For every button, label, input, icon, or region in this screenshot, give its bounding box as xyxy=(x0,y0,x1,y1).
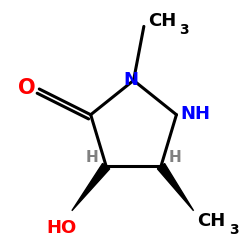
Text: 3: 3 xyxy=(229,222,239,236)
Text: H: H xyxy=(168,150,181,165)
Text: CH: CH xyxy=(148,12,176,30)
Text: H: H xyxy=(86,150,99,165)
Text: HO: HO xyxy=(46,219,77,237)
Text: CH: CH xyxy=(198,212,226,230)
Text: O: O xyxy=(18,78,36,98)
Text: 3: 3 xyxy=(179,23,189,37)
Text: NH: NH xyxy=(180,105,210,123)
Text: N: N xyxy=(124,70,138,88)
Polygon shape xyxy=(72,164,110,211)
Polygon shape xyxy=(158,164,194,211)
